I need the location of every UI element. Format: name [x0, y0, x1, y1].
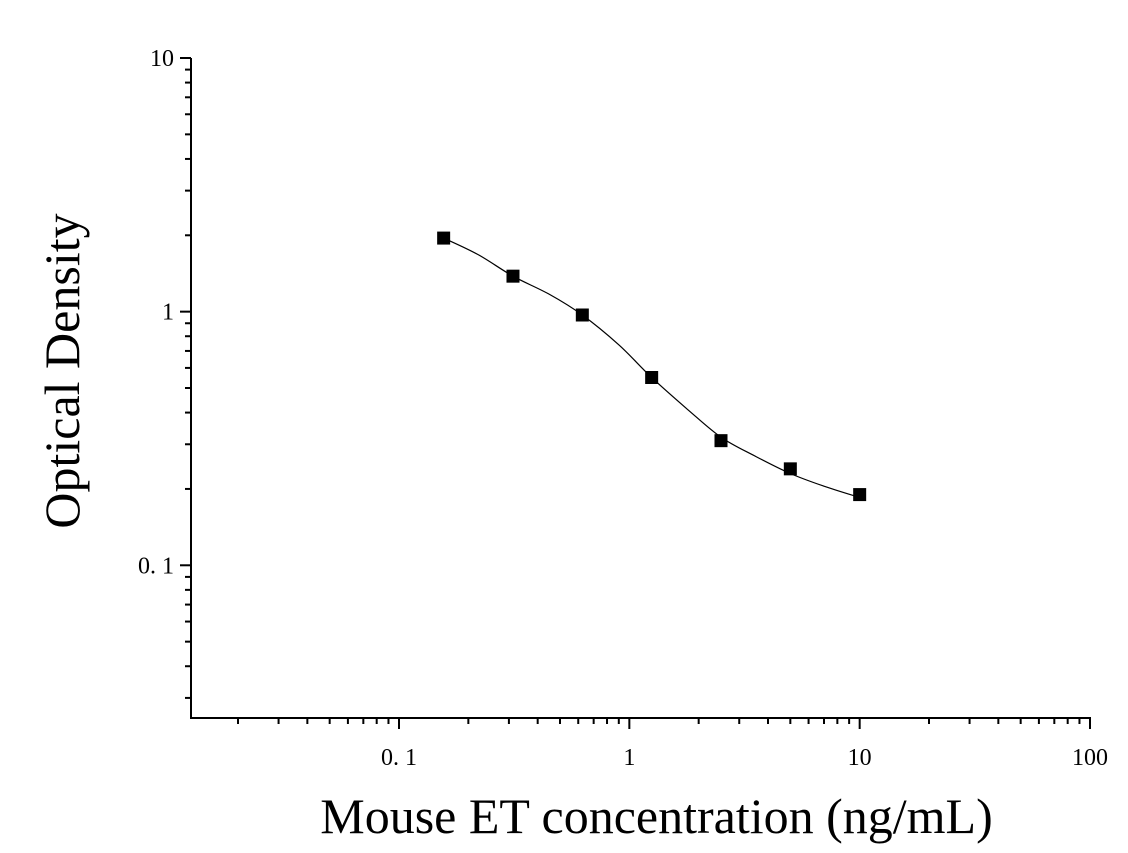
data-point: [783, 462, 797, 476]
fit-curve: [443, 237, 860, 499]
y-axis-title: Optical Density: [34, 213, 90, 528]
x-tick-label: 0. 1: [381, 745, 417, 771]
x-axis-title: Mouse ET concentration (ng/mL): [320, 788, 993, 844]
data-point: [853, 488, 867, 502]
x-tick-label: 100: [1072, 745, 1108, 771]
y-tick-label: 1: [162, 300, 174, 326]
data-point: [506, 269, 520, 283]
fit-curve-layer: [443, 237, 860, 499]
data-point: [437, 231, 451, 245]
axes: 0. 1 1 10 100 0. 1 1 10: [138, 46, 1108, 771]
data-point: [645, 371, 659, 385]
x-tick-label: 1: [623, 745, 635, 771]
y-tick-label: 10: [150, 46, 174, 72]
data-point: [575, 308, 589, 322]
y-tick-label: 0. 1: [138, 553, 174, 579]
data-point: [714, 434, 728, 448]
x-tick-label: 10: [848, 745, 872, 771]
data-points: [437, 231, 867, 502]
